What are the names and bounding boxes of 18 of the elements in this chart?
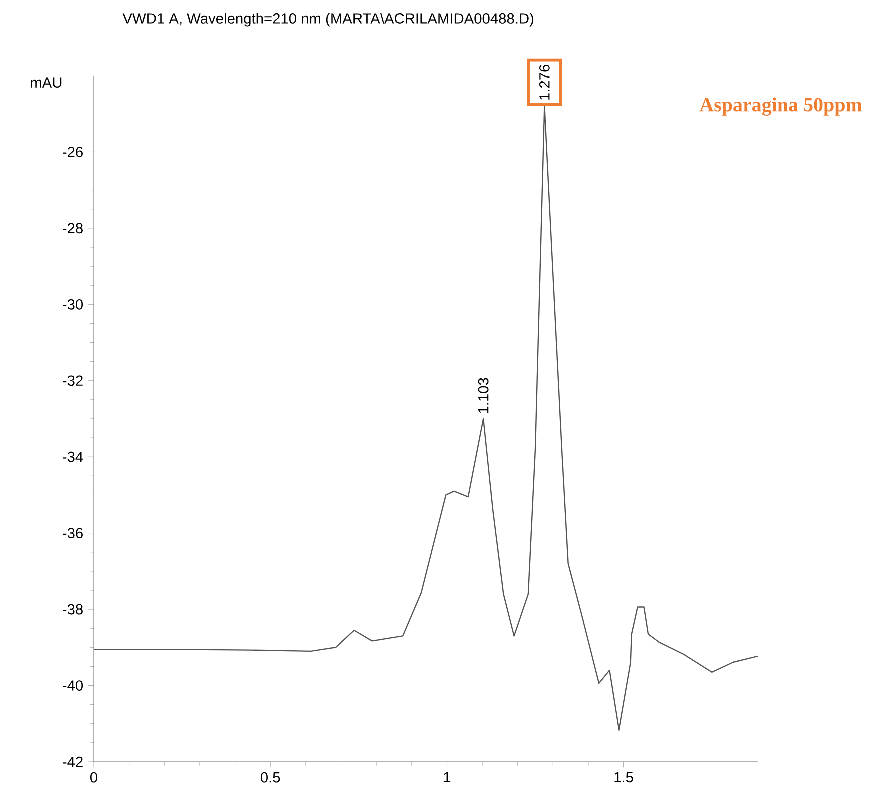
- x-tick-label: 1.5: [614, 772, 634, 783]
- y-tick-label: -42: [63, 756, 83, 768]
- x-tick-label: 1: [444, 772, 451, 782]
- y-tick-label: -36: [63, 528, 83, 539]
- y-axis-title: mAU: [31, 78, 62, 88]
- y-tick-label: -28: [63, 223, 83, 234]
- y-tick-label: -32: [63, 376, 83, 386]
- x-tick-label: 0.5: [260, 772, 280, 783]
- y-tick-label: -30: [63, 299, 84, 310]
- chart-title: VWD1 A, Wavelength=210 nm (MARTA\ACRILAMIDA00488.D): [122, 13, 534, 27]
- y-tick-label: -34: [63, 452, 84, 462]
- annotation: 1.103: [478, 378, 489, 414]
- y-tick-label: -26: [63, 147, 83, 158]
- annotation: Asparagina 50ppm: [700, 98, 862, 116]
- y-tick-label: -38: [63, 604, 83, 615]
- annotation: 1.276: [540, 64, 550, 100]
- y-tick-label: -40: [63, 680, 84, 691]
- x-tick-label: 0: [90, 772, 98, 783]
